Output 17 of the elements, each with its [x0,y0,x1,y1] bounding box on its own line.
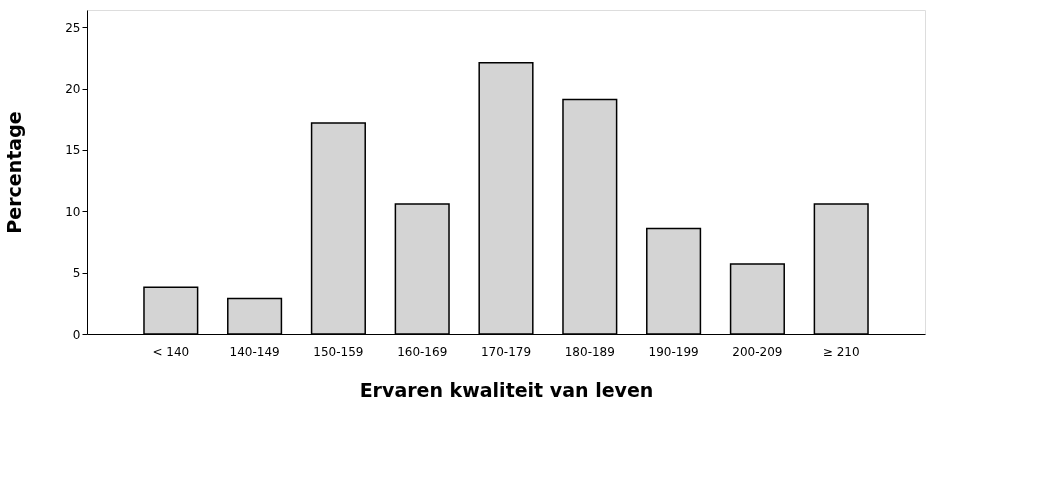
y-tick-label: 25 [65,20,81,35]
x-tick-label: < 140 [152,344,190,359]
x-tick-label: 150-159 [313,344,364,359]
x-tick-label: ≥ 210 [822,344,860,359]
x-tick-label: 190-199 [648,344,699,359]
y-tick-label: 15 [65,143,81,158]
x-tick-label: 170-179 [480,344,532,359]
x-tick-label: 200-209 [732,344,783,359]
y-tick-label: 20 [65,82,81,97]
x-tick-label: 140-149 [229,344,280,359]
y-tick-label: 5 [72,266,81,281]
y-tick-label: 0 [72,327,81,342]
y-axis-title: Percentage [3,111,26,234]
y-tick-label: 10 [65,204,81,219]
x-tick-label: 180-189 [564,344,615,359]
x-axis-title: Ervaren kwaliteit van leven [359,378,654,401]
x-tick-label: 160-169 [397,344,448,359]
